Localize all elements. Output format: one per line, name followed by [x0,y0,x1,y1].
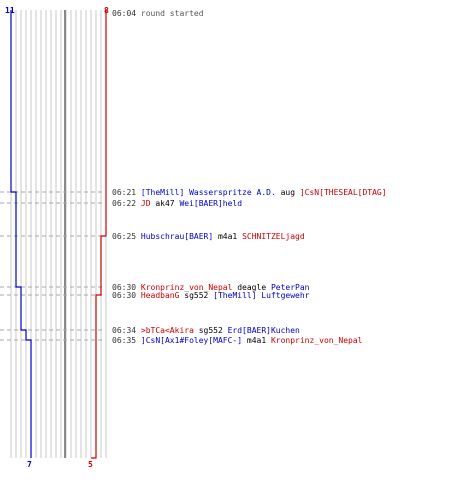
weapon-name: sg552 [184,291,213,300]
player-grid [10,10,107,458]
kill-row: 06:35 ]CsN[Ax1#Foley[MAFC-] m4a1 Kronpri… [112,336,363,345]
blue-team-line [10,10,32,458]
event-time: 06:21 [112,188,141,197]
weapon-name: m4a1 [247,336,271,345]
victim-name: ]CsN[THESEAL[DTAG] [300,188,387,197]
event-time: 06:22 [112,199,141,208]
event-time: 06:30 [112,283,141,292]
victim-name: Erd[BAER]Kuchen [228,326,300,335]
victim-name: Wei[BAER]held [179,199,242,208]
victim-name: Kronprinz_von_Nepal [271,336,363,345]
kill-row: 06:34 >bTCa<Akira sg552 Erd[BAER]Kuchen [112,326,300,335]
victim-name: PeterPan [271,283,310,292]
weapon-name: sg552 [199,326,228,335]
victim-name: SCHNITZELjagd [242,232,305,241]
event-time: 06:04 [112,9,141,18]
weapon-name: aug [281,188,300,197]
killer-name: [TheMill] Wasserspritze A.D. [141,188,281,197]
team-count-labels: 11 8 7 5 [5,6,109,469]
kill-row: 06:25 Hubschrau[BAER] m4a1 SCHNITZELjagd [112,232,305,241]
victim-name: [TheMill] Luftgewehr [213,291,310,300]
blue-end-count: 7 [27,460,32,469]
weapon-name: ak47 [155,199,179,208]
weapon-name: deagle [237,283,271,292]
killer-name: JD [141,199,155,208]
kill-row: 06:30 HeadbanG sg552 [TheMill] Luftgeweh… [112,291,310,300]
red-start-count: 8 [104,6,109,15]
kill-row: 06:22 JD ak47 Wei[BAER]held [112,199,242,208]
event-time: 06:25 [112,232,141,241]
blue-start-count: 11 [5,6,15,15]
team-count-lines [10,10,107,459]
event-text: round started [141,9,204,18]
weapon-name: m4a1 [218,232,242,241]
killer-name: HeadbanG [141,291,184,300]
kill-log: 06:04 round started 06:21 [TheMill] Wasse… [112,9,387,345]
killer-name: Kronprinz_von_Nepal [141,283,237,292]
red-team-line [91,10,107,459]
kill-row: 06:30 Kronprinz_von_Nepal deagle PeterPa… [112,283,310,292]
killer-name: >bTCa<Akira [141,326,199,335]
red-end-count: 5 [88,460,93,469]
event-time: 06:35 [112,336,141,345]
kill-row: 06:21 [TheMill] Wasserspritze A.D. aug ]… [112,188,387,197]
event-time: 06:34 [112,326,141,335]
event-time: 06:30 [112,291,141,300]
killer-name: Hubschrau[BAER] [141,232,218,241]
killer-name: ]CsN[Ax1#Foley[MAFC-] [141,336,247,345]
event-row: 06:04 round started [112,9,204,18]
